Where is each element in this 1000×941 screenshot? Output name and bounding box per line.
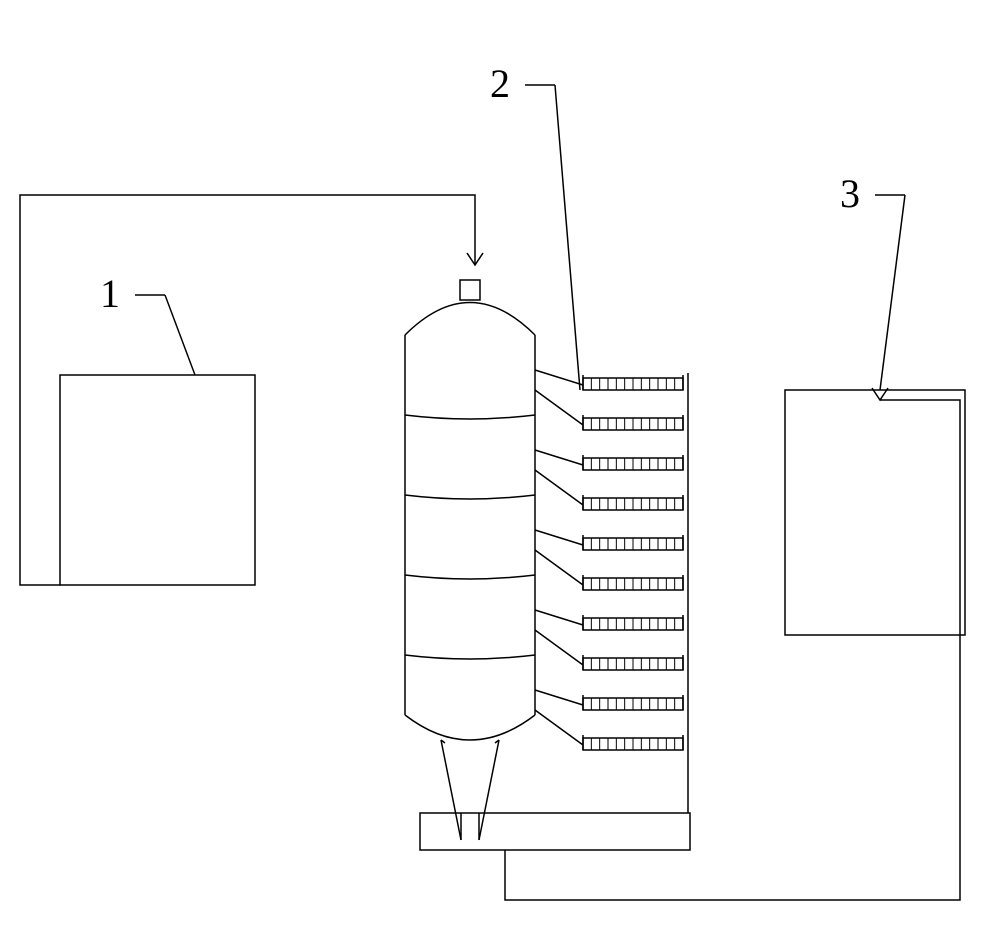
diagram-svg bbox=[0, 0, 1000, 941]
label-1: 1 bbox=[100, 270, 120, 317]
label-3: 3 bbox=[840, 170, 860, 217]
label-2: 2 bbox=[490, 60, 510, 107]
diagram-container bbox=[0, 0, 1000, 941]
